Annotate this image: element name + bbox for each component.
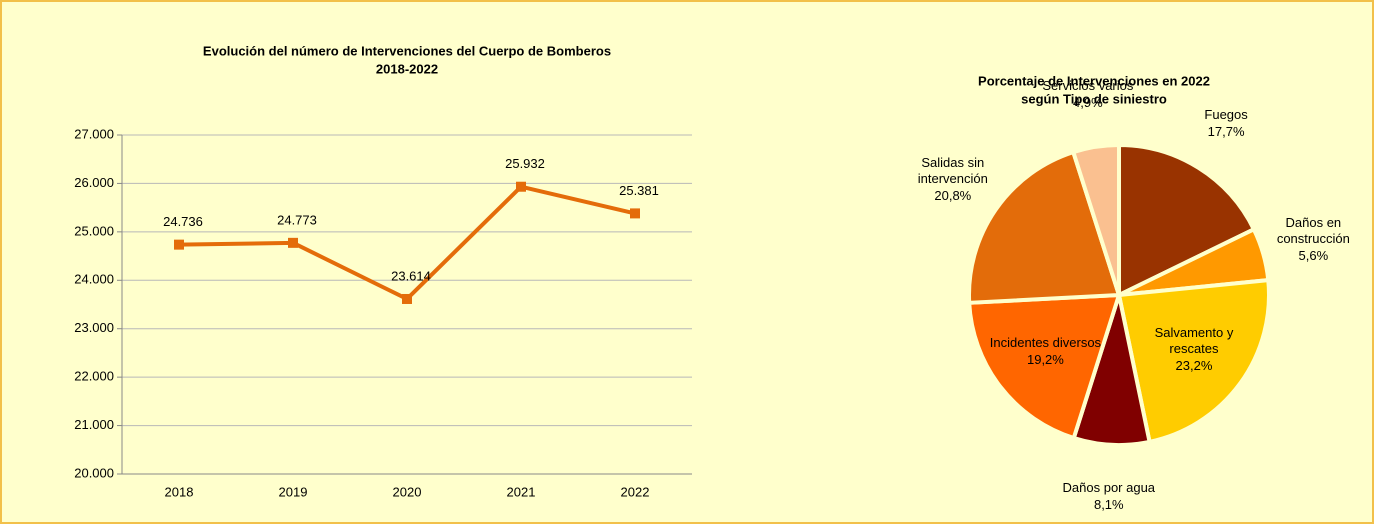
pie-slice	[967, 292, 1122, 441]
slice-label: Incidentes diversos	[989, 334, 1102, 350]
pie-slice	[1070, 142, 1121, 296]
data-label: 24.773	[277, 212, 317, 227]
pie-slice	[1116, 277, 1271, 445]
slice-label: Daños en construcción	[1276, 214, 1350, 246]
marker	[516, 181, 526, 192]
y-tick-label: 20.000	[74, 465, 114, 480]
y-tick-label: 23.000	[74, 320, 114, 335]
chart-title: 2018-2022	[376, 61, 438, 76]
x-tick-label: 2020	[393, 484, 422, 499]
slice-value: 17,7%	[1207, 123, 1245, 139]
x-tick-label: 2019	[279, 484, 308, 499]
slice-value: 4,9%	[1073, 95, 1103, 111]
x-tick-label: 2021	[507, 484, 536, 499]
slice-label: Fuegos	[1204, 106, 1248, 122]
y-tick-label: 24.000	[74, 272, 114, 287]
y-tick-label: 22.000	[74, 369, 114, 384]
chart-title: según Tipo de siniestro	[1021, 91, 1167, 106]
y-tick-label: 25.000	[74, 223, 114, 238]
y-tick-label: 27.000	[74, 126, 114, 141]
slice-value: 20,8%	[934, 188, 972, 204]
data-label: 25.932	[505, 156, 545, 171]
chart-title: Porcentaje de Intervenciones en 2022	[978, 73, 1210, 88]
pie-slice	[1117, 142, 1257, 299]
marker	[174, 239, 184, 250]
slice-label: Servicios varios	[1042, 78, 1134, 94]
data-label: 25.381	[619, 183, 659, 198]
slice-value: 8,1%	[1093, 496, 1124, 512]
x-tick-label: 2018	[165, 484, 194, 499]
chart-title: Evolución del número de Intervenciones d…	[203, 43, 611, 58]
y-tick-label: 21.000	[74, 417, 114, 432]
data-label: 23.614	[391, 268, 431, 283]
marker	[402, 293, 412, 304]
marker	[288, 237, 298, 248]
slice-value: 19,2%	[1026, 351, 1064, 367]
pie-slice	[967, 149, 1122, 305]
marker	[630, 208, 640, 219]
slice-label: Salvamento y rescates	[1154, 325, 1234, 357]
slice-label: Daños por agua	[1062, 479, 1156, 495]
y-tick-label: 26.000	[74, 175, 114, 190]
data-label: 24.736	[163, 214, 203, 229]
x-tick-label: 2022	[621, 484, 650, 499]
slice-value: 5,6%	[1298, 247, 1329, 263]
slice-value: 23,2%	[1175, 358, 1213, 374]
slice-label: Salidas sin intervención	[917, 155, 988, 187]
